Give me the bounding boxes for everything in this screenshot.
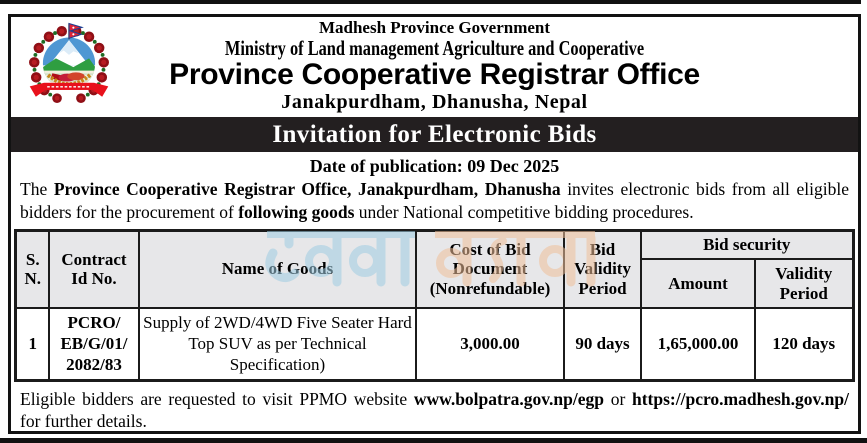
footer-url-pcro: https://pcro.madhesh.gov.np/ [631, 388, 850, 409]
document-header: Madhesh Province Government Ministry of … [11, 17, 858, 117]
col-header-bid-validity: Bid Validity Period [562, 229, 642, 309]
intro-suffix: under National competitive bidding proce… [354, 201, 694, 222]
nepal-flag-icon [68, 22, 84, 40]
table-row: 1 PCRO/ EB/G/01/ 2082/83 Supply of 2WD/4… [14, 307, 855, 381]
col-header-cost-of-bid: Cost of Bid Document (Nonrefundable) [414, 229, 565, 309]
government-title: Madhesh Province Government [318, 18, 551, 37]
footer-paragraph: Eligible bidders are requested to visit … [20, 388, 849, 434]
invitation-banner: Invitation for Electronic Bids [11, 117, 858, 152]
col-header-sn: S. N. [14, 229, 50, 309]
footer-part1: Eligible bidders are requested to visit … [20, 388, 414, 409]
intro-prefix: The [20, 179, 54, 199]
bid-table-zone: S. N. Contract Id No. Name of Goods Cost… [11, 228, 858, 382]
col-header-bid-security: Bid security [639, 229, 855, 260]
cell-cost-of-bid: 3,000.00 [414, 307, 565, 381]
footer-part3: for further details. [20, 411, 147, 432]
ribbon-banner [29, 82, 109, 97]
bottom-divider-rule [0, 438, 867, 443]
intro-middle: invites electronic bids from all eligibl… [20, 179, 849, 222]
col-header-name-of-goods: Name of Goods [137, 229, 417, 309]
bid-table: S. N. Contract Id No. Name of Goods Cost… [14, 228, 855, 382]
footer-url-bolpatra: www.bolpatra.gov.np/egp [413, 388, 604, 409]
top-divider-rule [0, 0, 861, 4]
publication-date: Date of publication: 09 Dec 2025 [309, 156, 560, 176]
intro-office-bold: Province Cooperative Registrar Office, J… [53, 179, 561, 199]
intro-goods-bold: following goods [238, 201, 355, 222]
col-header-amount: Amount [639, 258, 756, 309]
cell-name-of-goods: Supply of 2WD/4WD Five Seater Hard Top S… [137, 307, 417, 381]
office-title: Province Cooperative Registrar Office [169, 57, 700, 91]
col-header-validity-period: Validity Period [753, 258, 855, 309]
header-titles: Madhesh Province Government Ministry of … [11, 17, 858, 113]
intro-paragraph: The Province Cooperative Registrar Offic… [20, 178, 849, 224]
cell-bid-validity: 90 days [562, 307, 642, 381]
footer-part2: or [603, 388, 632, 409]
office-location: Janakpurdham, Dhanusha, Nepal [281, 90, 588, 113]
col-header-contract-id: Contract Id No. [47, 229, 140, 309]
notice-document: Madhesh Province Government Ministry of … [8, 14, 861, 434]
invitation-banner-title: Invitation for Electronic Bids [272, 120, 597, 148]
cell-amount: 1,65,000.00 [639, 307, 756, 381]
ministry-title: Ministry of Land management Agriculture … [224, 35, 645, 60]
cell-sn: 1 [14, 307, 50, 381]
cell-validity-period: 120 days [753, 307, 855, 381]
nepal-government-emblem-icon [29, 22, 109, 103]
cell-contract-id: PCRO/ EB/G/01/ 2082/83 [47, 307, 140, 381]
